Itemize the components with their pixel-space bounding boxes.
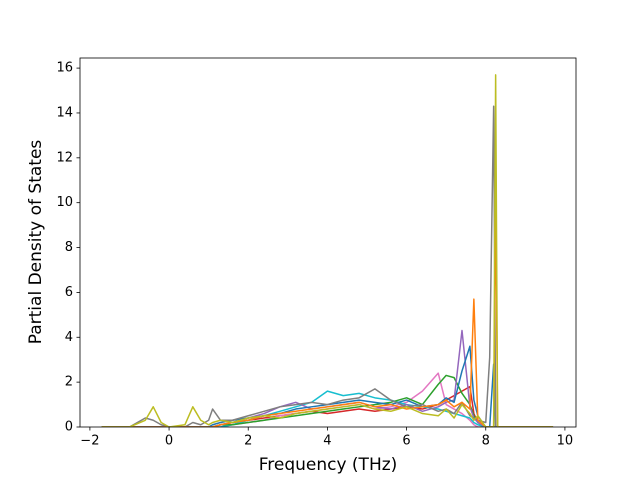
x-tick-label: 10 <box>557 434 574 449</box>
y-tick-label: 8 <box>65 240 73 255</box>
y-tick-label: 14 <box>56 105 73 120</box>
data-line <box>101 374 554 427</box>
x-tick-label: 0 <box>165 434 173 449</box>
y-tick-label: 2 <box>65 375 73 390</box>
data-line <box>101 390 554 427</box>
data-line <box>101 385 554 427</box>
y-tick-label: 10 <box>56 195 73 210</box>
x-tick-label: −2 <box>80 434 99 449</box>
data-line <box>101 74 554 427</box>
y-tick-label: 12 <box>56 150 73 165</box>
plot-frame <box>79 57 577 428</box>
y-tick-label: 6 <box>65 285 73 300</box>
x-tick-label: 4 <box>323 434 331 449</box>
y-axis-label: Partial Density of States <box>26 140 46 345</box>
y-tick-label: 0 <box>65 420 73 435</box>
x-tick-label: 6 <box>402 434 410 449</box>
data-line <box>101 195 554 427</box>
x-axis-label: Frequency (THz) <box>259 455 398 475</box>
y-tick-label: 4 <box>65 330 73 345</box>
data-line <box>101 345 554 427</box>
data-line <box>101 105 554 427</box>
x-tick-label: 8 <box>482 434 490 449</box>
y-tick-label: 16 <box>56 61 73 76</box>
x-tick-label: 2 <box>244 434 252 449</box>
